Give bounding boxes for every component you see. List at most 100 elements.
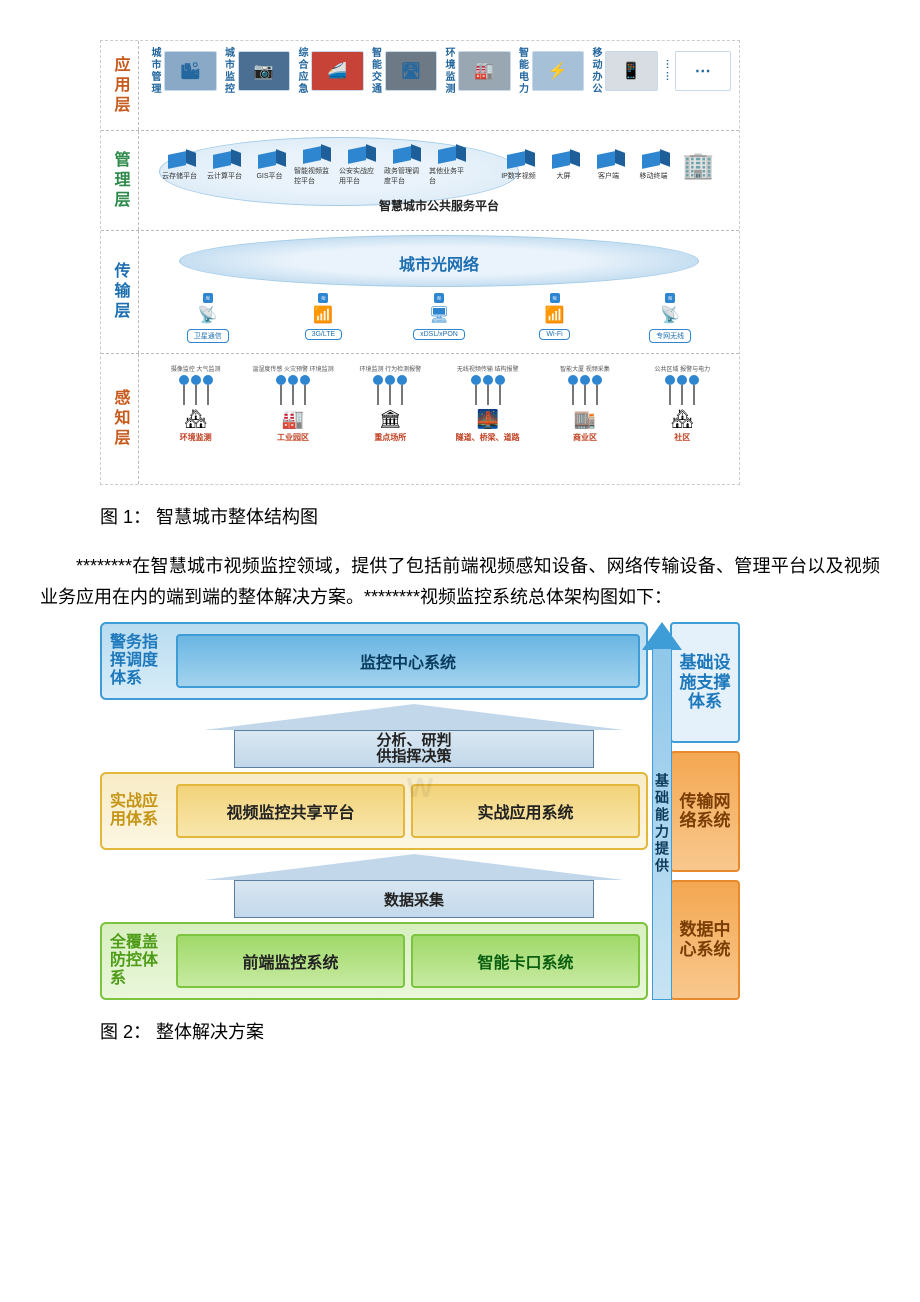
app-item-label: 城市管理: [147, 47, 162, 95]
cube-icon: [642, 149, 666, 169]
sensor-icon: [483, 375, 493, 385]
sensor-icon: [568, 375, 578, 385]
arrow-data-collect: 数据采集: [100, 850, 648, 922]
sensor-icon: [592, 375, 602, 385]
perception-caption: 隧道、桥梁、道路: [456, 432, 520, 443]
mgmt-item-label: 移动终端: [640, 171, 668, 181]
layer-body: 云存储平台云计算平台GIS平台智能视频监控平台公安实战应用平台政务管理调度平台其…: [139, 131, 739, 230]
figure-2-caption: 图 2： 整体解决方案: [100, 1018, 880, 1044]
arrow-analysis: 分析、研判 供指挥决策: [100, 700, 648, 772]
sensor-icon: [276, 375, 286, 385]
perception-caption: 社区: [674, 432, 690, 443]
app-item-thumb: 📱: [605, 51, 658, 91]
transport-icon: 📡: [194, 303, 222, 327]
mgmt-platform-item: 云计算平台: [204, 149, 245, 181]
area-icon: 🏭: [282, 409, 304, 430]
app-item-thumb: ⋯: [675, 51, 732, 91]
layer-body: 摄像监控 大气监测🏘环境监测温湿度传感 火灾预警 环境监测🏭工业园区环境监测 行…: [139, 354, 739, 484]
right-box-column: 基础设施支撑体系 传输网络系统 数据中心系统: [670, 622, 740, 1000]
area-icon: 🏛: [379, 409, 402, 430]
layer-application: 应用层 城市管理🏙城市监控📷综合应急🚄智能交通🛣环境监测🏭智能电力⚡移动办公📱⋯…: [101, 41, 739, 131]
layer-body: 城市管理🏙城市监控📷综合应急🚄智能交通🛣环境监测🏭智能电力⚡移动办公📱⋯⋯⋯: [139, 41, 739, 130]
mgmt-platform-item: GIS平台: [249, 149, 290, 181]
transport-badge-icon: ≋: [434, 293, 444, 303]
mgmt-item-label: GIS平台: [256, 171, 282, 181]
app-item: 智能电力⚡: [515, 47, 585, 95]
sensor-cluster: [665, 375, 699, 385]
fig2-left-column: 警务指挥调度体系 监控中心系统 分析、研判 供指挥决策 实战应用体系 视频监控共…: [100, 622, 648, 1000]
sensor-cluster: [179, 375, 213, 385]
sensor-cluster: [373, 375, 407, 385]
mgmt-row: 云存储平台云计算平台GIS平台智能视频监控平台公安实战应用平台政务管理调度平台其…: [147, 137, 731, 193]
app-item: 城市监控📷: [221, 47, 291, 95]
sensor-icon: [191, 375, 201, 385]
mgmt-platform-item: 其他业务平台: [429, 144, 470, 186]
layer-body: 城市光网络 ≋📡卫星通信≋📶3G/LTE≋🖥xDSL/xPON≋📶Wi-Fi≋📡…: [139, 231, 739, 353]
app-item-thumb: 🛣: [385, 51, 438, 91]
perception-header: 智能大厦 视频采集: [560, 364, 610, 373]
cube-icon: [258, 149, 282, 169]
page: 应用层 城市管理🏙城市监控📷综合应急🚄智能交通🛣环境监测🏭智能电力⚡移动办公📱⋯…: [40, 40, 880, 1044]
cube-icon: [507, 149, 531, 169]
perception-header: 公共区域 报警与电力: [654, 364, 710, 373]
cube-icon: [168, 149, 192, 169]
tier-box: 视频监控共享平台: [176, 784, 405, 838]
sensor-cluster: [471, 375, 505, 385]
area-icon: 🌉: [476, 409, 498, 430]
app-row: 城市管理🏙城市监控📷综合应急🚄智能交通🛣环境监测🏭智能电力⚡移动办公📱⋯⋯⋯: [147, 47, 731, 95]
mgmt-item-label: 政务管理调度平台: [384, 166, 425, 186]
perception-row: 摄像监控 大气监测🏘环境监测温湿度传感 火灾预警 环境监测🏭工业园区环境监测 行…: [147, 360, 731, 447]
app-item-label: 移动办公: [588, 47, 603, 95]
right-box: 数据中心系统: [670, 880, 740, 1001]
mgmt-item-label: IP数字视频: [501, 171, 536, 181]
layer-transport: 传输层 城市光网络 ≋📡卫星通信≋📶3G/LTE≋🖥xDSL/xPON≋📶Wi-…: [101, 231, 739, 354]
cube-icon: [597, 149, 621, 169]
app-item: 环境监测🏭: [441, 47, 511, 95]
transport-badge-icon: ≋: [318, 293, 328, 303]
mgmt-client-item: 大屏: [543, 149, 584, 181]
mgmt-platform-item: 政务管理调度平台: [384, 144, 425, 186]
layer-management: 管理层 云存储平台云计算平台GIS平台智能视频监控平台公安实战应用平台政务管理调…: [101, 131, 739, 231]
tier-command: 警务指挥调度体系 监控中心系统: [100, 622, 648, 700]
sensor-cluster: [568, 375, 602, 385]
mgmt-client-item: 客户端: [588, 149, 629, 181]
cube-icon: [303, 144, 327, 164]
tier-box: 实战应用系统: [411, 784, 640, 838]
sensor-icon: [689, 375, 699, 385]
app-item-thumb: 🚄: [311, 51, 364, 91]
layer-label: 应用层: [101, 41, 139, 130]
mgmt-platform-item: 智能视频监控平台: [294, 144, 335, 186]
app-item-label: 智能交通: [368, 47, 383, 95]
perception-caption: 重点场所: [374, 432, 406, 443]
mgmt-item-label: 其他业务平台: [429, 166, 470, 186]
vertical-arrow-label: 基础能力提供: [652, 773, 672, 875]
perception-group: 智能大厦 视频采集🏬商业区: [538, 364, 631, 443]
sensor-icon: [580, 375, 590, 385]
mgmt-item-label: 云存储平台: [162, 171, 197, 181]
cube-icon: [438, 144, 462, 164]
app-item-label: 智能电力: [515, 47, 530, 95]
app-item-thumb: 📷: [238, 51, 291, 91]
cube-icon: [393, 144, 417, 164]
arrow-label: 数据采集: [234, 880, 594, 918]
transport-item: ≋📶Wi-Fi: [500, 293, 610, 343]
mgmt-item-label: 客户端: [598, 171, 619, 181]
app-item: 城市管理🏙: [147, 47, 217, 95]
app-item: 智能交通🛣: [368, 47, 438, 95]
arrow-label: 分析、研判 供指挥决策: [234, 730, 594, 768]
app-item-thumb: ⚡: [532, 51, 585, 91]
perception-caption: 商业区: [573, 432, 597, 443]
sensor-icon: [385, 375, 395, 385]
right-box: 传输网络系统: [670, 751, 740, 872]
tier-label: 全覆盖防控体系: [108, 934, 170, 989]
figure-2-solution-architecture: W 警务指挥调度体系 监控中心系统 分析、研判 供指挥决策 实战应用体系 视频监…: [100, 622, 740, 1000]
layer-perception: 感知层 摄像监控 大气监测🏘环境监测温湿度传感 火灾预警 环境监测🏭工业园区环境…: [101, 354, 739, 484]
transport-badge-icon: ≋: [550, 293, 560, 303]
transport-icon: 📶: [541, 303, 569, 327]
perception-group: 无线视频传输 结构报警🌉隧道、桥梁、道路: [441, 364, 534, 443]
transport-icon: 🖥: [425, 303, 453, 327]
tier-box: 前端监控系统: [176, 934, 405, 988]
transport-label: 专网无线: [649, 329, 691, 343]
app-item: ⋯⋯⋯: [662, 47, 732, 95]
mgmt-client-item: 移动终端: [633, 149, 674, 181]
